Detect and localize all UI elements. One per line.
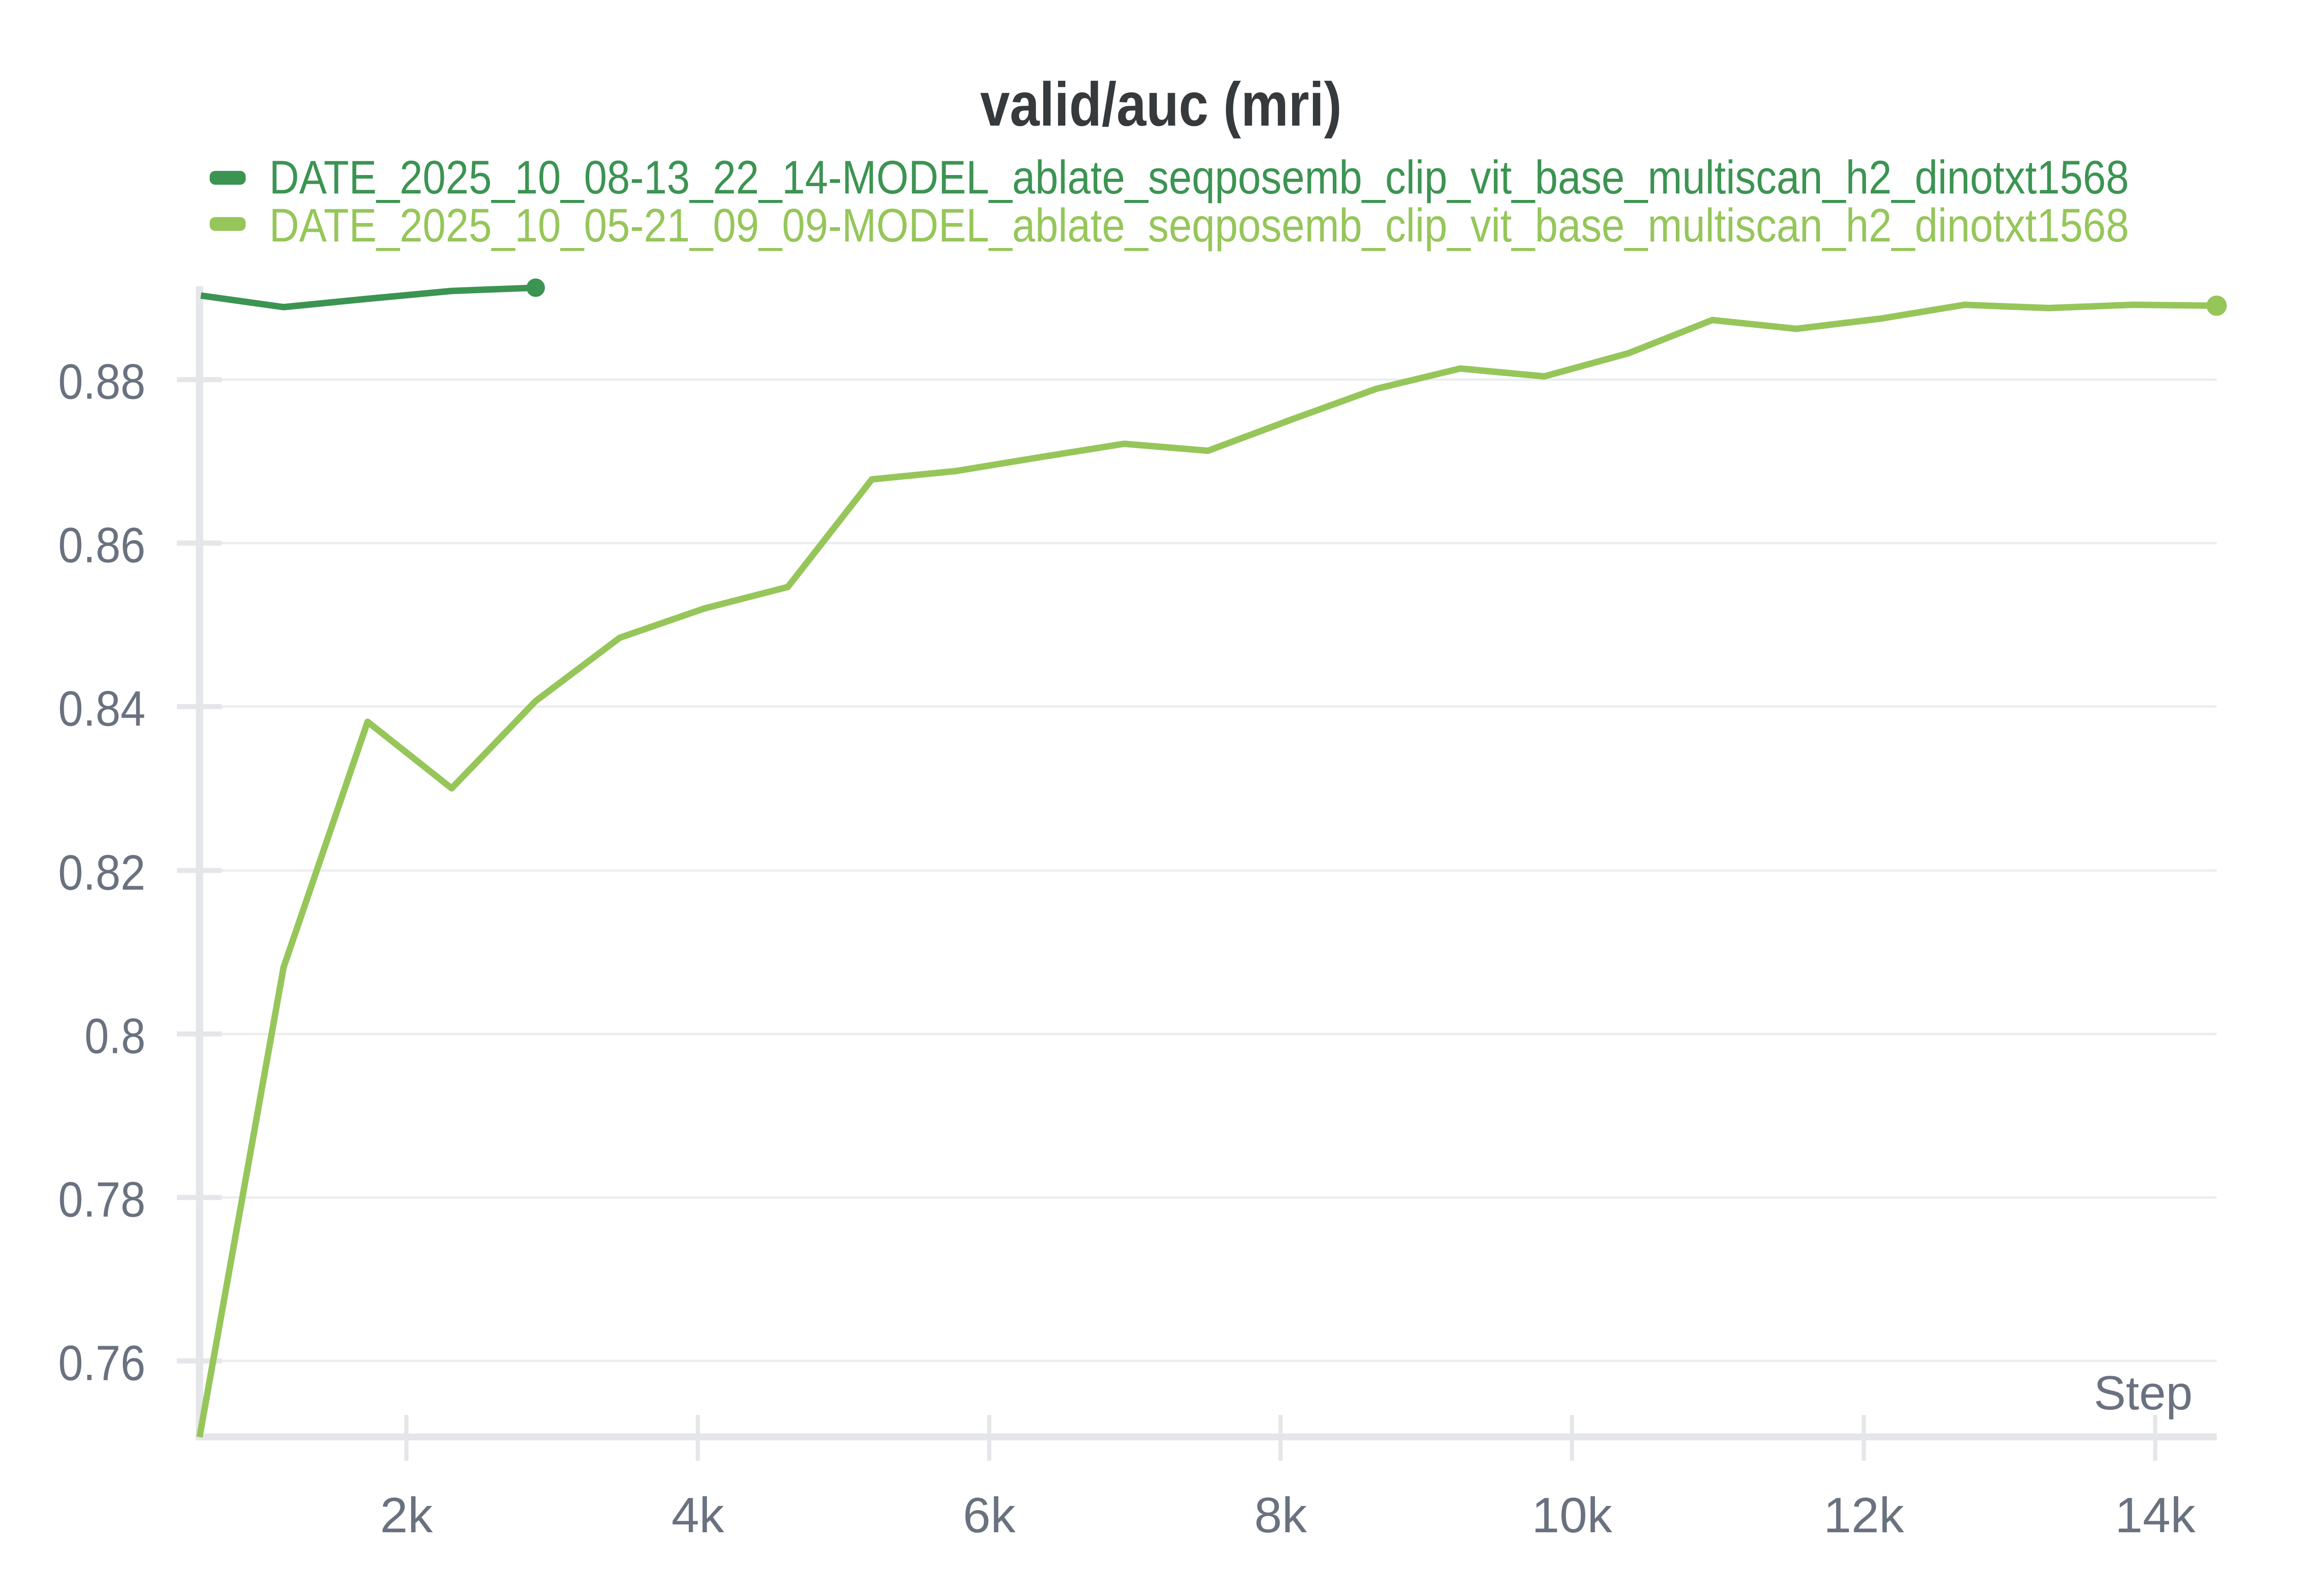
svg-text:0.76: 0.76 xyxy=(58,1335,145,1391)
svg-text:2k: 2k xyxy=(380,1487,433,1543)
svg-text:10k: 10k xyxy=(1532,1487,1613,1543)
svg-text:0.84: 0.84 xyxy=(58,681,145,737)
svg-text:12k: 12k xyxy=(1824,1487,1904,1543)
svg-text:DATE_2025_10_08-13_22_14-MODEL: DATE_2025_10_08-13_22_14-MODEL_ablate_se… xyxy=(269,151,2129,204)
svg-text:Step: Step xyxy=(2094,1366,2193,1420)
svg-text:8k: 8k xyxy=(1254,1487,1307,1543)
svg-text:0.78: 0.78 xyxy=(58,1172,145,1227)
svg-text:0.88: 0.88 xyxy=(58,354,145,410)
svg-text:0.8: 0.8 xyxy=(85,1008,145,1064)
svg-text:0.82: 0.82 xyxy=(58,845,145,901)
svg-text:0.86: 0.86 xyxy=(58,517,145,573)
svg-text:DATE_2025_10_05-21_09_09-MODEL: DATE_2025_10_05-21_09_09-MODEL_ablate_se… xyxy=(269,199,2129,252)
svg-text:14k: 14k xyxy=(2115,1487,2196,1543)
svg-text:4k: 4k xyxy=(671,1487,725,1543)
svg-text:6k: 6k xyxy=(963,1487,1016,1543)
svg-text:valid/auc (mri): valid/auc (mri) xyxy=(980,70,1342,139)
